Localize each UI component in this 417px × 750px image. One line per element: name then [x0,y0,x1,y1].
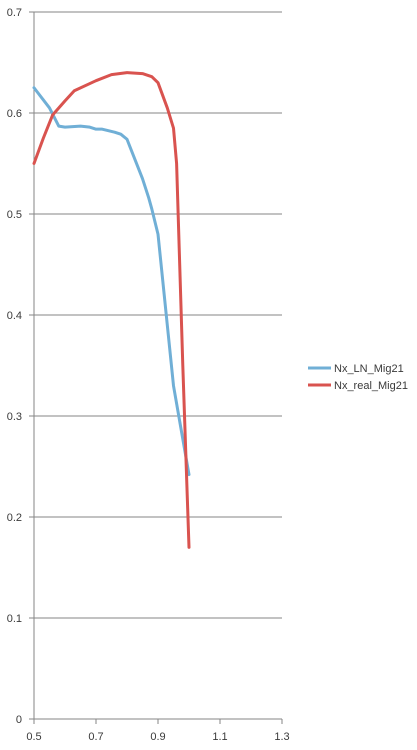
y-tick-label: 0.1 [7,613,22,625]
axis-layer: 0 0.1 0.2 0.3 0.4 0.5 0.6 0.7 0.5 0.7 0.9 1.1 1.3 [7,7,290,743]
legend-label: Nx_real_Mig21 [334,380,408,392]
x-tick-label: 0.5 [26,731,41,743]
x-tick-label: 1.1 [212,731,227,743]
y-tick-label: 0.4 [7,310,22,322]
y-tick-label: 0 [16,714,22,726]
legend: Nx_LN_Mig21 Nx_real_Mig21 [308,363,408,392]
series-layer [32,71,191,549]
y-tick-label: 0.7 [7,7,22,19]
legend-label: Nx_LN_Mig21 [334,363,404,375]
y-tick-label: 0.5 [7,209,22,221]
y-tick-label: 0.3 [7,411,22,423]
x-tick-label: 0.7 [88,731,103,743]
x-tick-label: 1.3 [274,731,289,743]
series-line-nx-ln-mig21 [32,86,191,477]
grid-layer [34,11,282,619]
x-tick-label: 0.9 [150,731,165,743]
series-line-nx-real-mig21 [32,71,191,549]
y-tick-label: 0.6 [7,108,22,120]
y-tick-label: 0.2 [7,512,22,524]
